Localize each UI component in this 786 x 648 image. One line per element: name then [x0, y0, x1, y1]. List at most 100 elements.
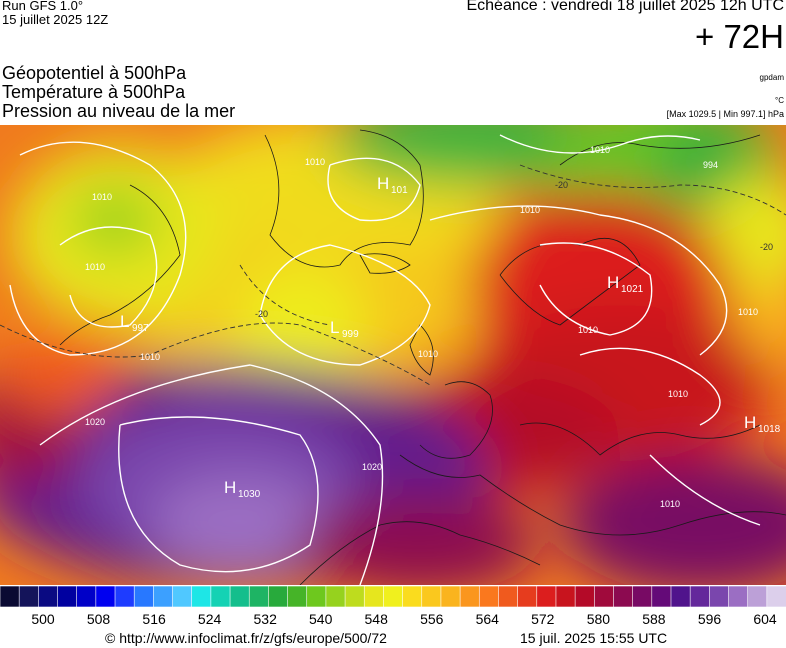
isobar-label: 1010 [418, 349, 438, 359]
colorbar-swatch [268, 586, 289, 607]
svg-text:1030: 1030 [238, 489, 261, 500]
parameter-geopotential: Géopotentiel à 500hPa [2, 63, 187, 83]
colorbar-label: 572 [531, 611, 555, 627]
colorbar-label: 500 [31, 611, 55, 627]
isobar-label: 1010 [85, 262, 105, 272]
pressure-range: [Max 1029.5 | Min 997.1] hPa [666, 109, 784, 119]
isobar-label: 1010 [305, 157, 325, 167]
isobar-labels: 1010 1010 1010 1010 1010 1010 1010 1010 … [85, 145, 758, 509]
isobar-label: 1010 [590, 145, 610, 155]
isotherm-label: -20 [555, 180, 568, 190]
geopotential-unit: gpdam [759, 73, 784, 82]
colorbar-swatch [689, 586, 711, 607]
colorbar-swatch [478, 586, 500, 607]
high-pressure-center: H 101 [377, 174, 408, 196]
colorbar-label: 516 [142, 611, 166, 627]
colorbar-swatch [248, 586, 270, 607]
colorbar-swatch [0, 586, 21, 607]
isobar-label: 1010 [140, 352, 160, 362]
isobars [9, 134, 761, 585]
svg-text:H: H [377, 174, 389, 193]
colorbar-swatch [95, 586, 116, 607]
colorbar-swatch [344, 586, 366, 607]
svg-text:L: L [330, 318, 339, 337]
colorbar-label: 524 [198, 611, 222, 627]
isobar-label: 1020 [85, 417, 105, 427]
low-pressure-center: L 999 [330, 318, 359, 340]
high-pressure-center: H 1030 [224, 478, 261, 500]
colorbar-swatch [114, 586, 136, 607]
colorbar-swatch [747, 586, 768, 607]
isotherm-label: -20 [255, 309, 268, 319]
colorbar-swatch [709, 586, 730, 607]
isobar-label: 1010 [668, 389, 688, 399]
source-url[interactable]: © http://www.infoclimat.fr/z/gfs/europe/… [105, 630, 387, 646]
isotherms [0, 164, 786, 386]
valid-time: Echéance : vendredi 18 juillet 2025 12h … [466, 0, 784, 14]
colorbar-swatch [440, 586, 461, 607]
isobar-label: 1020 [362, 462, 382, 472]
colorbar-swatch [38, 586, 59, 607]
temperature-unit: °C [775, 96, 784, 105]
colorbar-swatch [325, 586, 346, 607]
colorbar-swatch [210, 586, 231, 607]
colorbar-label: 508 [87, 611, 111, 627]
colorbar-swatch [593, 586, 615, 607]
colorbar-swatch [613, 586, 634, 607]
isobar-label: 1010 [738, 307, 758, 317]
svg-text:L: L [120, 312, 129, 331]
svg-text:999: 999 [342, 329, 359, 340]
colorbar-swatch [76, 586, 97, 607]
low-pressure-center: 994 [703, 160, 718, 170]
colorbar-swatch [459, 586, 481, 607]
colorbar-swatch [766, 586, 786, 607]
colorbar-swatch [574, 586, 596, 607]
svg-text:1018: 1018 [758, 424, 781, 435]
lead-time: + 72H [695, 18, 784, 55]
colorbar-label: 556 [420, 611, 444, 627]
svg-text:1021: 1021 [621, 284, 644, 295]
colorbar-swatch [651, 586, 672, 607]
high-pressure-center: H 1021 [607, 273, 644, 295]
coastlines [59, 129, 786, 585]
pressure-centers: H 101 H 1021 H 1018 H 1030 L 997 L 999 [120, 160, 781, 500]
colorbar-label: 588 [642, 611, 666, 627]
svg-text:H: H [224, 478, 236, 497]
run-date: 15 juillet 2025 12Z [2, 12, 109, 27]
svg-text:997: 997 [132, 323, 149, 334]
svg-text:101: 101 [391, 185, 408, 196]
colorbar-swatch [363, 586, 385, 607]
geopotential-field [0, 125, 786, 585]
colorbar-swatch [133, 586, 155, 607]
isotherm-labels: -20 -20 -20 [255, 180, 773, 319]
run-title: Run GFS 1.0° [2, 0, 84, 13]
high-pressure-center: H 1018 [744, 413, 781, 435]
svg-text:994: 994 [703, 160, 718, 170]
colorbar-label: 548 [365, 611, 389, 627]
isobar-label: 1010 [578, 325, 598, 335]
parameter-pressure: Pression au niveau de la mer [2, 101, 236, 121]
colorbar-swatch [57, 586, 78, 607]
colorbar-label: 532 [254, 611, 278, 627]
parameter-temperature: Température à 500hPa [2, 82, 186, 102]
colorbar-swatch [555, 586, 577, 607]
colorbar-swatch [402, 586, 423, 607]
colorbar-swatch [517, 586, 538, 607]
colorbar-swatch [153, 586, 174, 607]
colorbar [0, 586, 786, 607]
isobar-label: 1010 [520, 205, 540, 215]
colorbar-swatch [172, 586, 193, 607]
colorbar-swatch [191, 586, 212, 607]
colorbar-swatch [229, 586, 251, 607]
colorbar-swatch [383, 586, 404, 607]
colorbar-swatch [670, 586, 692, 607]
colorbar-swatch [287, 586, 308, 607]
colorbar-swatch [536, 586, 557, 607]
isobar-label: 1010 [92, 192, 112, 202]
colorbar-label: 604 [753, 611, 777, 627]
colorbar-swatch [498, 586, 519, 607]
colorbar-swatch [306, 586, 327, 607]
colorbar-label: 564 [476, 611, 500, 627]
colorbar-label: 596 [698, 611, 722, 627]
generation-date: 15 juil. 2025 15:55 UTC [520, 630, 668, 646]
